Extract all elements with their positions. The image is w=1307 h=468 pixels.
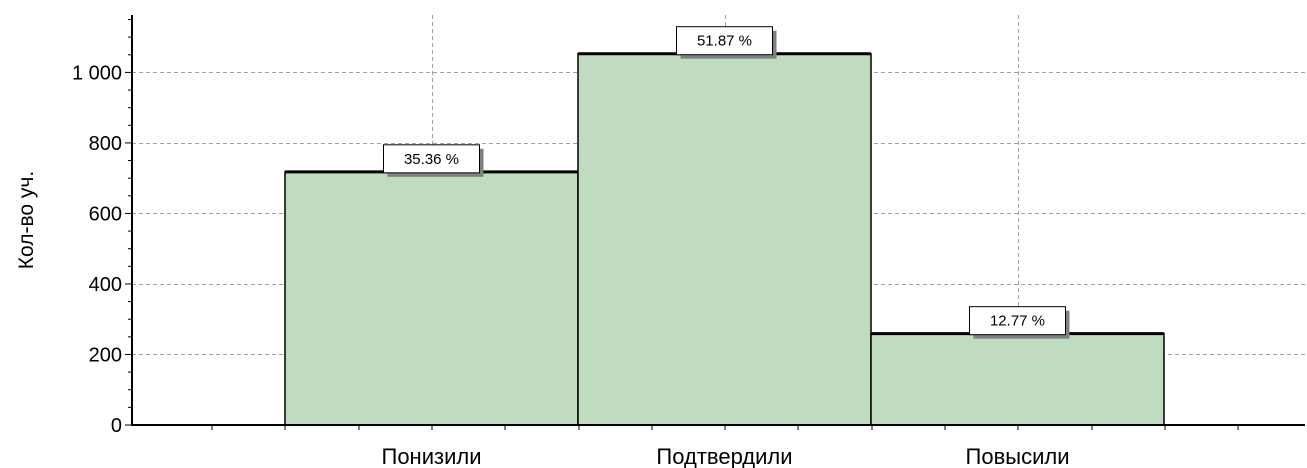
y-tick-label: 600 xyxy=(89,203,122,225)
x-category-labels: Понизили Подтвердили Повысили xyxy=(212,425,1238,468)
bar xyxy=(578,54,871,425)
data-label: 51.87 % xyxy=(697,33,752,50)
data-label: 12.77 % xyxy=(990,313,1045,330)
bars xyxy=(285,54,1164,425)
y-tick-label: 1 000 xyxy=(72,62,122,84)
y-tick-label: 0 xyxy=(111,415,122,437)
bar xyxy=(871,334,1164,425)
x-category-label: Подтвердили xyxy=(656,444,792,468)
x-category-label: Понизили xyxy=(382,444,482,468)
y-tick-label: 800 xyxy=(89,133,122,155)
x-category-label: Повысили xyxy=(966,444,1070,468)
y-axis-title: Кол-во уч. xyxy=(15,171,38,269)
y-ticks: 0 200 400 600 800 1 000 xyxy=(72,20,132,437)
y-tick-label: 400 xyxy=(89,274,122,296)
data-label: 35.36 % xyxy=(404,151,459,168)
y-tick-label: 200 xyxy=(89,344,122,366)
bar xyxy=(285,172,578,425)
